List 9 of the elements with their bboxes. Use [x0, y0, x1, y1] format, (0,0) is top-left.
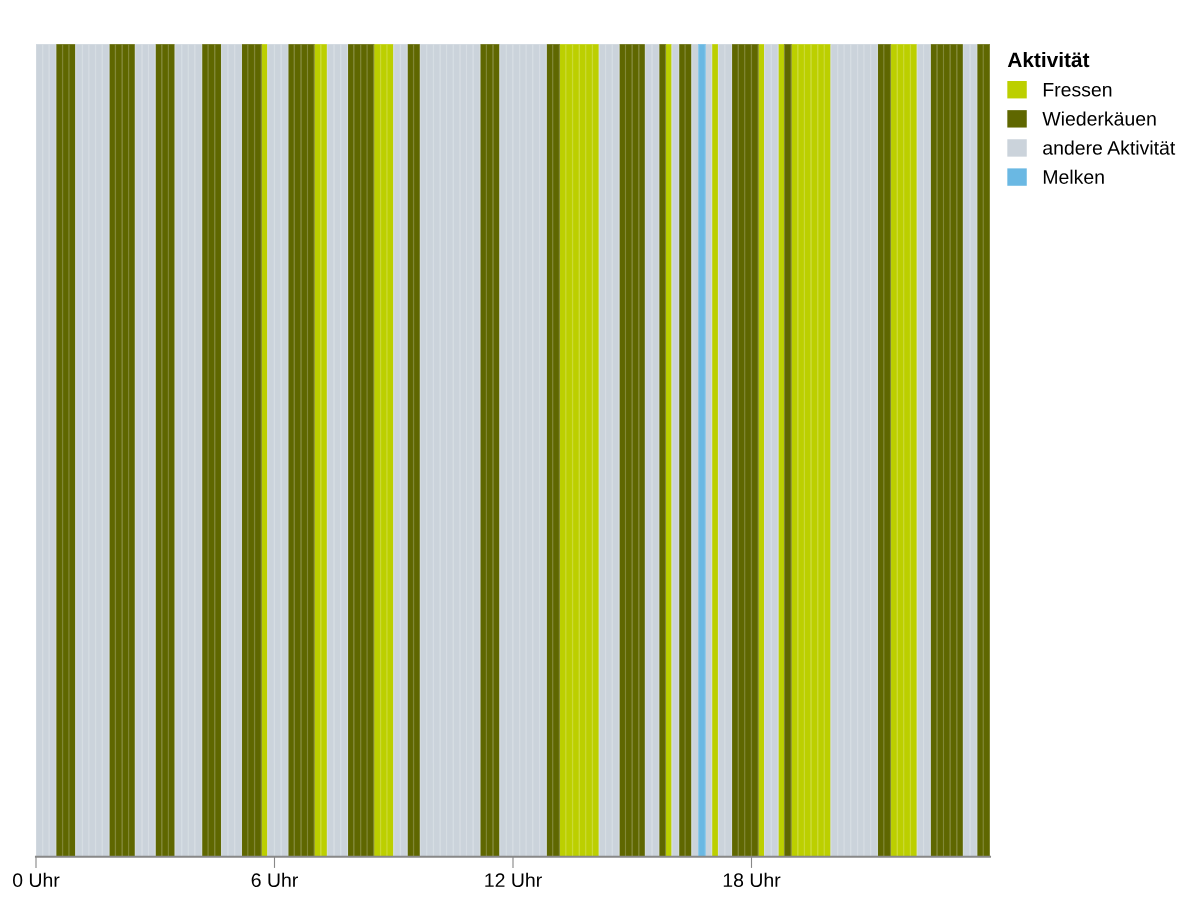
x-tick-label: 12 Uhr: [485, 872, 542, 888]
x-tick-label: 0 Uhr: [12, 872, 60, 888]
legend-label: Wiederkäuen: [1042, 111, 1156, 126]
x-tick-label: 6 Uhr: [251, 872, 298, 888]
legend-title: Aktivität: [1007, 51, 1090, 68]
legend-label: Melken: [1043, 169, 1104, 184]
legend-label: Fressen: [1043, 83, 1112, 97]
legend-label: andere Aktivität: [1043, 140, 1176, 155]
x-tick-label: 18 Uhr: [723, 872, 781, 888]
